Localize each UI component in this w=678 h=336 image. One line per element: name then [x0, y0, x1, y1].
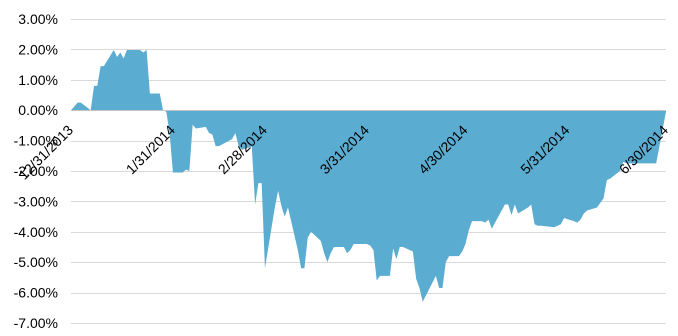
x-tick-label: 1/31/2014 — [123, 122, 179, 178]
y-tick-label: 2.00% — [18, 41, 58, 57]
y-tick-label: 3.00% — [18, 11, 58, 27]
plot-area — [71, 50, 666, 302]
y-tick-label: -4.00% — [14, 224, 58, 240]
y-tick-label: -2.00% — [14, 163, 58, 179]
y-tick-label: 0.00% — [18, 102, 58, 118]
drawdown-series-area — [71, 50, 666, 302]
y-tick-label: 1.00% — [18, 72, 58, 88]
y-tick-label: -7.00% — [14, 315, 58, 331]
y-axis: 3.00% 2.00% 1.00% 0.00% -1.00% -2.00% -3.00% -4… — [14, 11, 58, 331]
y-tick-label: -1.00% — [14, 133, 58, 149]
y-tick-label: -3.00% — [14, 193, 58, 209]
y-tick-label: -6.00% — [14, 285, 58, 301]
y-tick-label: -5.00% — [14, 254, 58, 270]
